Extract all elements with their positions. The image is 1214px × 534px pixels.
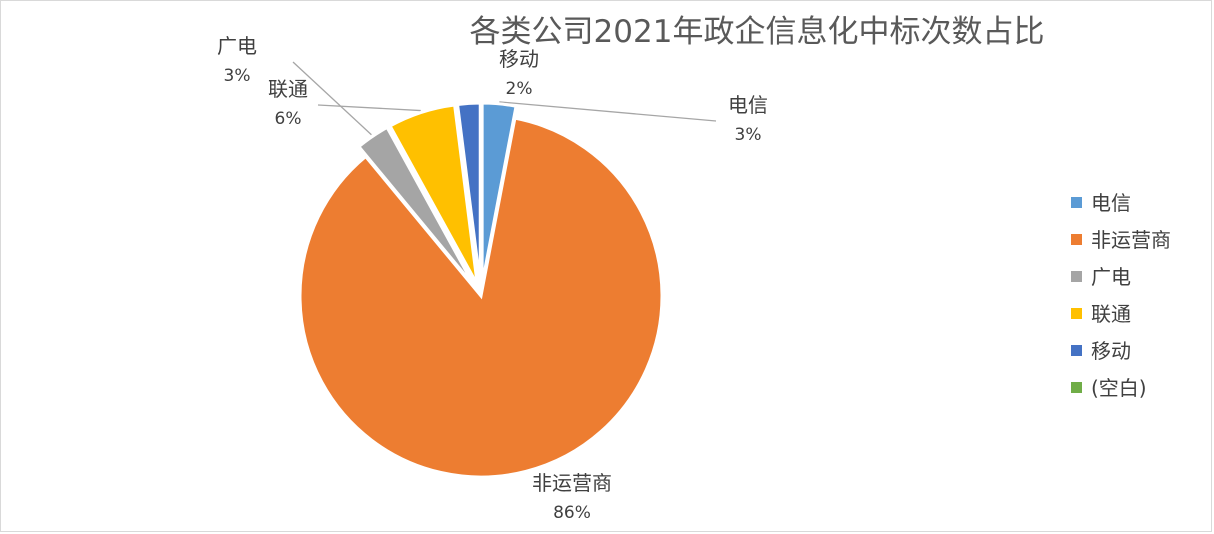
slice-liantong-percent: 6% xyxy=(275,109,302,129)
legend-label: (空白) xyxy=(1091,376,1147,400)
slice-feiyunyingshang-percent: 86% xyxy=(553,503,591,523)
legend-swatch xyxy=(1071,197,1082,208)
legend-swatch xyxy=(1071,345,1082,356)
slice-guangdian-percent: 3% xyxy=(224,66,251,86)
slice-dianxin-percent: 3% xyxy=(735,125,762,145)
slice-yidong-percent: 2% xyxy=(506,79,533,99)
slice-feiyunyingshang xyxy=(298,116,664,479)
legend-label: 电信 xyxy=(1091,191,1131,215)
slice-dianxin-label: 电信 xyxy=(728,93,768,117)
legend-label: 联通 xyxy=(1091,302,1131,326)
slice-feiyunyingshang-label: 非运营商 xyxy=(532,471,612,495)
legend-label: 广电 xyxy=(1091,265,1131,289)
legend-swatch xyxy=(1071,308,1082,319)
legend-label: 移动 xyxy=(1091,339,1131,363)
slice-guangdian xyxy=(356,125,476,288)
slice-guangdian-leader xyxy=(292,61,372,136)
legend-label: 非运营商 xyxy=(1091,228,1171,252)
chart-title: 各类公司2021年政企信息化中标次数占比 xyxy=(470,14,1045,50)
slice-guangdian-label: 广电 xyxy=(217,34,257,58)
slice-liantong-label: 联通 xyxy=(268,77,308,101)
legend-swatch xyxy=(1071,271,1082,282)
slice-liantong xyxy=(388,103,479,286)
slice-yidong xyxy=(455,101,482,285)
slice-yidong-label: 移动 xyxy=(499,47,539,71)
legend-swatch xyxy=(1071,382,1082,393)
data-labels: 电信 3% 非运营商 86% 广电 3% 联通 6% 移动 2% xyxy=(217,34,768,523)
legend-swatch xyxy=(1071,234,1082,245)
slice-dianxin-leader xyxy=(499,101,717,122)
slice-liantong-leader xyxy=(317,104,421,112)
leader-lines xyxy=(292,61,717,136)
pie-slices xyxy=(298,101,664,479)
